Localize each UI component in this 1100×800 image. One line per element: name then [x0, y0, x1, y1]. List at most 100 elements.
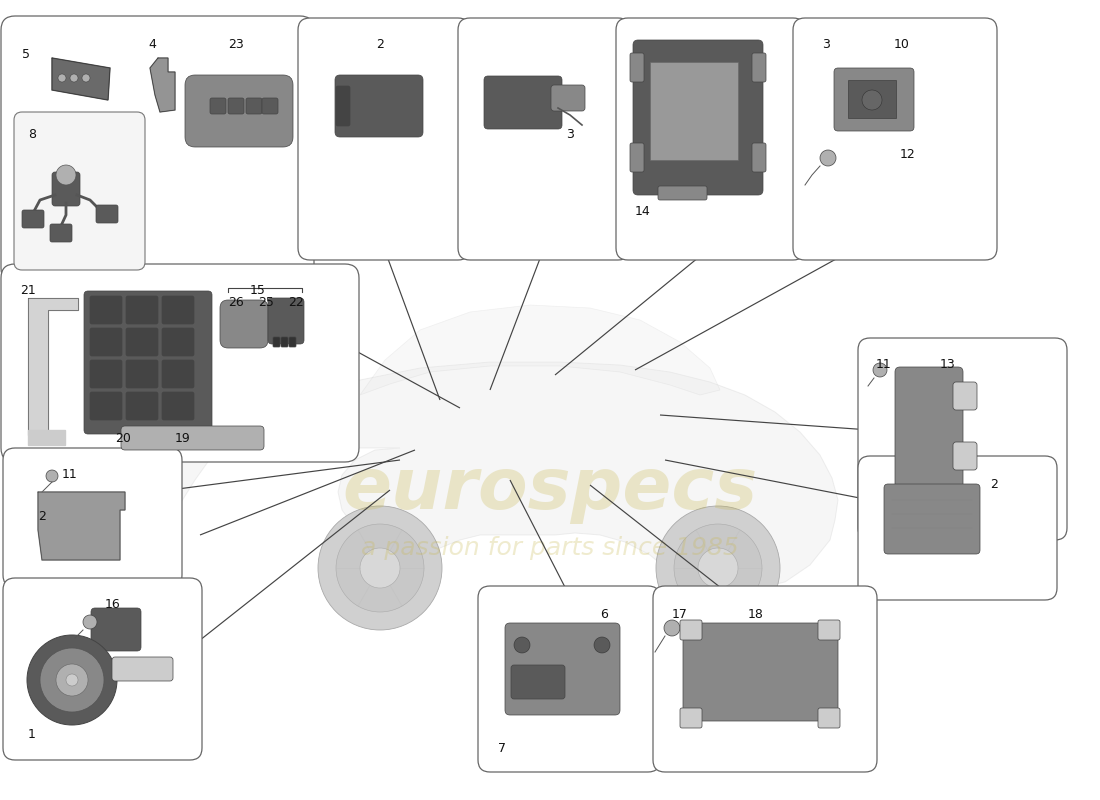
- FancyBboxPatch shape: [112, 657, 173, 681]
- FancyBboxPatch shape: [680, 708, 702, 728]
- FancyBboxPatch shape: [185, 75, 293, 147]
- Polygon shape: [165, 362, 838, 590]
- Text: 3: 3: [822, 38, 829, 51]
- FancyBboxPatch shape: [653, 586, 877, 772]
- Circle shape: [40, 648, 104, 712]
- FancyBboxPatch shape: [505, 623, 620, 715]
- FancyBboxPatch shape: [90, 360, 122, 388]
- Bar: [848, 80, 896, 118]
- FancyBboxPatch shape: [834, 68, 914, 131]
- Text: 19: 19: [175, 432, 190, 445]
- Text: 21: 21: [20, 284, 35, 297]
- Circle shape: [873, 363, 887, 377]
- FancyBboxPatch shape: [953, 382, 977, 410]
- FancyBboxPatch shape: [683, 623, 838, 721]
- Text: 15: 15: [250, 284, 266, 297]
- FancyBboxPatch shape: [90, 392, 122, 420]
- Text: 26: 26: [228, 296, 244, 309]
- FancyBboxPatch shape: [336, 75, 424, 137]
- FancyBboxPatch shape: [458, 18, 630, 260]
- Text: 25: 25: [258, 296, 274, 309]
- Text: 16: 16: [104, 598, 121, 611]
- FancyBboxPatch shape: [484, 76, 562, 129]
- FancyBboxPatch shape: [3, 448, 182, 587]
- FancyBboxPatch shape: [3, 578, 202, 760]
- FancyBboxPatch shape: [630, 143, 644, 172]
- Text: 5: 5: [22, 48, 30, 61]
- Circle shape: [664, 620, 680, 636]
- FancyBboxPatch shape: [246, 98, 262, 114]
- Bar: [650, 62, 738, 160]
- Text: 8: 8: [28, 128, 36, 141]
- Text: 1: 1: [28, 728, 36, 741]
- Text: 22: 22: [288, 296, 304, 309]
- FancyBboxPatch shape: [273, 337, 280, 347]
- FancyBboxPatch shape: [551, 85, 585, 111]
- FancyBboxPatch shape: [162, 360, 194, 388]
- Text: 11: 11: [62, 468, 78, 481]
- Text: 2: 2: [376, 38, 384, 51]
- FancyBboxPatch shape: [793, 18, 997, 260]
- Circle shape: [82, 615, 97, 629]
- FancyBboxPatch shape: [121, 426, 264, 450]
- FancyBboxPatch shape: [512, 665, 565, 699]
- Circle shape: [698, 548, 738, 588]
- FancyBboxPatch shape: [616, 18, 805, 260]
- FancyBboxPatch shape: [298, 18, 470, 260]
- FancyBboxPatch shape: [126, 328, 158, 356]
- Circle shape: [28, 635, 117, 725]
- FancyBboxPatch shape: [126, 392, 158, 420]
- Polygon shape: [52, 58, 110, 100]
- FancyBboxPatch shape: [884, 484, 980, 554]
- Text: a passion for parts since 1985: a passion for parts since 1985: [361, 536, 739, 560]
- FancyBboxPatch shape: [752, 143, 766, 172]
- Polygon shape: [360, 305, 720, 395]
- FancyBboxPatch shape: [1, 264, 359, 462]
- FancyBboxPatch shape: [336, 86, 350, 126]
- FancyBboxPatch shape: [680, 620, 702, 640]
- FancyBboxPatch shape: [658, 186, 707, 200]
- Polygon shape: [150, 58, 175, 112]
- Text: 13: 13: [940, 358, 956, 371]
- Circle shape: [862, 90, 882, 110]
- Circle shape: [56, 664, 88, 696]
- FancyBboxPatch shape: [268, 298, 304, 344]
- FancyBboxPatch shape: [210, 98, 225, 114]
- FancyBboxPatch shape: [96, 205, 118, 223]
- FancyBboxPatch shape: [50, 224, 72, 242]
- Circle shape: [360, 548, 400, 588]
- FancyBboxPatch shape: [858, 456, 1057, 600]
- FancyBboxPatch shape: [262, 98, 278, 114]
- FancyBboxPatch shape: [632, 40, 763, 195]
- Text: 11: 11: [876, 358, 892, 371]
- Text: 23: 23: [228, 38, 244, 51]
- Circle shape: [594, 637, 610, 653]
- Circle shape: [56, 165, 76, 185]
- Circle shape: [70, 74, 78, 82]
- Polygon shape: [28, 430, 65, 445]
- Text: 10: 10: [894, 38, 910, 51]
- Text: 14: 14: [635, 205, 651, 218]
- Polygon shape: [28, 298, 78, 435]
- FancyBboxPatch shape: [228, 98, 244, 114]
- Circle shape: [336, 524, 424, 612]
- Circle shape: [46, 470, 58, 482]
- FancyBboxPatch shape: [162, 328, 194, 356]
- FancyBboxPatch shape: [280, 337, 288, 347]
- FancyBboxPatch shape: [289, 337, 296, 347]
- FancyBboxPatch shape: [478, 586, 660, 772]
- Text: 3: 3: [566, 128, 574, 141]
- Text: 7: 7: [498, 742, 506, 755]
- FancyBboxPatch shape: [126, 296, 158, 324]
- Circle shape: [318, 506, 442, 630]
- FancyBboxPatch shape: [818, 620, 840, 640]
- FancyBboxPatch shape: [52, 172, 80, 206]
- Text: 2: 2: [990, 478, 998, 491]
- Circle shape: [514, 637, 530, 653]
- FancyBboxPatch shape: [895, 367, 962, 489]
- FancyBboxPatch shape: [91, 608, 141, 651]
- Circle shape: [82, 74, 90, 82]
- Text: 18: 18: [748, 608, 763, 621]
- FancyBboxPatch shape: [953, 442, 977, 470]
- FancyBboxPatch shape: [14, 112, 145, 270]
